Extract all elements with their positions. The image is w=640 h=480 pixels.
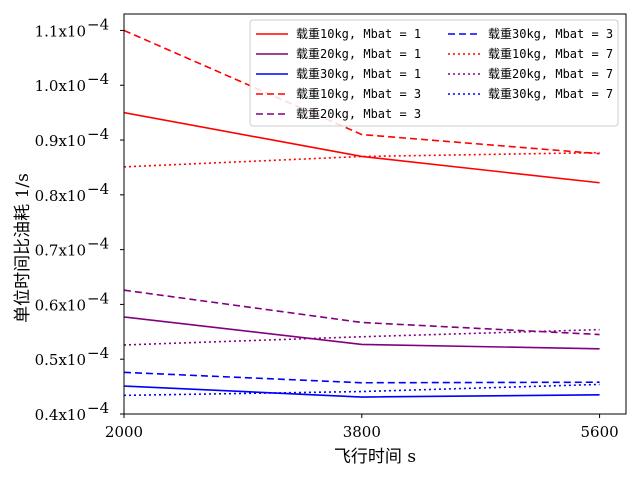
series-line-7 (123, 151, 600, 168)
y-tick-label: 1.0x10 (35, 77, 86, 95)
y-tick-label: 0.7x10 (35, 242, 86, 260)
legend-box (249, 19, 619, 127)
series-line-1 (123, 111, 600, 184)
series-line-8 (123, 328, 600, 346)
y-tick-label: 0.9x10 (35, 132, 86, 150)
y-tick-label: 0.6x10 (35, 296, 86, 314)
x-tick-label: 3800 (343, 423, 381, 441)
y-tick-label: 0.8x10 (35, 187, 86, 205)
y-tick-exponent: −4 (87, 125, 109, 143)
series-line-5 (123, 289, 600, 336)
y-tick-exponent: −4 (87, 235, 109, 253)
y-tick-exponent: −4 (87, 289, 109, 307)
legend-label-1: 载重10kg, Mbat = 1 (296, 27, 421, 41)
y-tick-exponent: −4 (87, 15, 109, 33)
series-line-4 (123, 29, 600, 155)
y-tick-exponent: −4 (87, 180, 109, 198)
y-tick-exponent: −4 (87, 344, 109, 362)
y-axis-label: 单位时间比油耗 1/s (13, 173, 33, 323)
series-layer (123, 29, 600, 398)
y-tick-label: 1.1x10 (35, 22, 86, 40)
legend-label-8: 载重20kg, Mbat = 7 (488, 67, 613, 81)
y-tick-exponent: −4 (87, 70, 109, 88)
x-axis-label: 飞行时间 s (334, 447, 416, 467)
legend-label-6: 载重30kg, Mbat = 3 (488, 27, 613, 41)
series-line-6 (123, 371, 600, 384)
y-tick-exponent: −4 (87, 399, 109, 417)
x-tick-label: 5600 (580, 423, 618, 441)
y-tick-label: 0.4x10 (35, 406, 86, 424)
legend: 载重10kg, Mbat = 1 载重20kg, Mbat = 1 载重30kg, … (249, 19, 619, 127)
legend-label-3: 载重30kg, Mbat = 1 (296, 67, 421, 81)
x-tick-label: 2000 (105, 423, 143, 441)
series-line-9 (123, 383, 600, 397)
legend-label-5: 载重20kg, Mbat = 3 (296, 107, 421, 121)
plot-frame (123, 13, 627, 415)
y-tick-label: 0.5x10 (35, 351, 86, 369)
series-line-3 (123, 385, 600, 398)
legend-label-9: 载重30kg, Mbat = 7 (488, 87, 613, 101)
series-line-2 (123, 316, 600, 350)
legend-label-7: 载重10kg, Mbat = 7 (488, 47, 613, 61)
legend-label-2: 载重20kg, Mbat = 1 (296, 47, 421, 61)
legend-label-4: 载重10kg, Mbat = 3 (296, 87, 421, 101)
